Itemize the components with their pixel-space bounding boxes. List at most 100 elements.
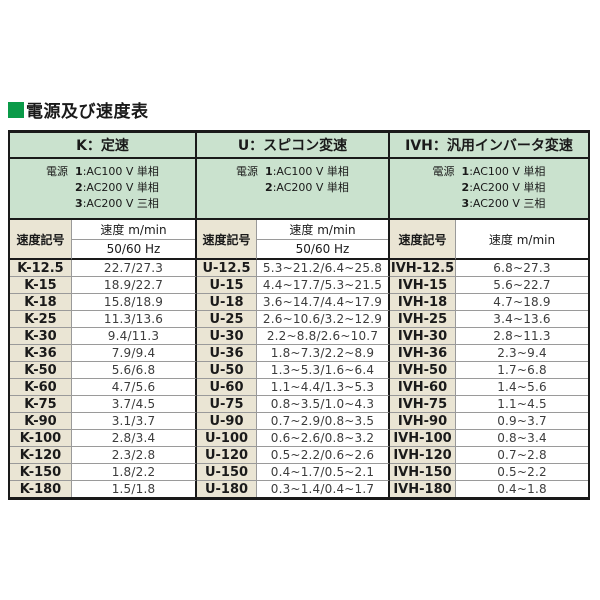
column-header-speed-code-k: 速度記号: [10, 220, 72, 260]
speed-value-cell: 1.5/1.8: [72, 481, 197, 497]
speed-code-cell: IVH-30: [390, 328, 456, 345]
power-option-number: 3: [75, 197, 83, 210]
speed-code-cell: IVH-75: [390, 396, 456, 413]
speed-value-cell: 1.7~6.8: [456, 362, 588, 379]
speed-value-cell: 1.3~5.3/1.6~6.4: [257, 362, 390, 379]
speed-value-cell: 1.4~5.6: [456, 379, 588, 396]
power-options-list: 電源 1:AC100 V 単相 2:AC200 V 単相 3:AC200 V 三相: [46, 164, 159, 212]
speed-value-cell: 0.5~2.2: [456, 464, 588, 481]
speed-code-cell: K-50: [10, 362, 72, 379]
speed-code-cell: K-120: [10, 447, 72, 464]
column-header-speed-code-ivh: 速度記号: [390, 220, 456, 260]
speed-value-cell: 4.4~17.7/5.3~21.5: [257, 277, 390, 294]
power-option-number: 1: [265, 165, 273, 178]
speed-value-cell: 0.3~1.4/0.4~1.7: [257, 481, 390, 497]
column-header-speed-ivh: 速度 m/min: [456, 220, 588, 260]
speed-value-cell: 3.1/3.7: [72, 413, 197, 430]
power-option-desc: :AC100 V 単相: [469, 165, 546, 178]
power-option-line: 電源 1:AC100 V 単相: [46, 164, 159, 180]
speed-value-cell: 1.1~4.4/1.3~5.3: [257, 379, 390, 396]
speed-code-cell: IVH-15: [390, 277, 456, 294]
speed-value-cell: 1.8~7.3/2.2~8.9: [257, 345, 390, 362]
power-options-ivh: 電源 1:AC100 V 単相 2:AC200 V 単相 3:AC200 V 三相: [390, 159, 588, 220]
speed-code-cell: U-12.5: [197, 260, 257, 277]
speed-code-cell: IVH-18: [390, 294, 456, 311]
power-option-number: 2: [75, 181, 83, 194]
speed-code-cell: U-100: [197, 430, 257, 447]
speed-code-cell: IVH-150: [390, 464, 456, 481]
speed-value-cell: 4.7/5.6: [72, 379, 197, 396]
column-header-speed-k: 速度 m/min 50/60 Hz: [72, 220, 197, 260]
title-bullet-icon: [8, 101, 24, 118]
power-option-line: 2:AC200 V 単相: [46, 180, 159, 196]
speed-value-cell: 3.7/4.5: [72, 396, 197, 413]
speed-value-cell: 0.7~2.8: [456, 447, 588, 464]
speed-code-cell: U-75: [197, 396, 257, 413]
speed-value-cell: 3.4~13.6: [456, 311, 588, 328]
power-options-list: 電源 1:AC100 V 単相 2:AC200 V 単相 3:AC200 V 三相: [433, 164, 546, 212]
speed-code-cell: IVH-120: [390, 447, 456, 464]
speed-code-cell: K-30: [10, 328, 72, 345]
power-options-list: 電源 1:AC100 V 単相 2:AC200 V 単相: [236, 164, 349, 196]
power-prefix-label: 電源: [46, 165, 69, 178]
power-option-line: 3:AC200 V 三相: [46, 196, 159, 212]
speed-code-cell: IVH-180: [390, 481, 456, 497]
speed-value-cell: 0.4~1.7/0.5~2.1: [257, 464, 390, 481]
speed-value-cell: 4.7~18.9: [456, 294, 588, 311]
speed-value-cell: 6.8~27.3: [456, 260, 588, 277]
speed-code-cell: IVH-12.5: [390, 260, 456, 277]
speed-value-cell: 1.1~4.5: [456, 396, 588, 413]
speed-value-cell: 2.8/3.4: [72, 430, 197, 447]
speed-code-cell: IVH-25: [390, 311, 456, 328]
speed-value-cell: 11.3/13.6: [72, 311, 197, 328]
column-header-speed-u: 速度 m/min 50/60 Hz: [257, 220, 390, 260]
power-prefix-label: 電源: [432, 165, 455, 178]
power-option-line: 2:AC200 V 単相: [236, 180, 349, 196]
speed-code-cell: IVH-60: [390, 379, 456, 396]
speed-value-cell: 0.8~3.4: [456, 430, 588, 447]
speed-value-cell: 2.2~8.8/2.6~10.7: [257, 328, 390, 345]
speed-code-cell: U-120: [197, 447, 257, 464]
power-option-desc: :AC200 V 単相: [469, 181, 546, 194]
power-option-number: 1: [461, 165, 470, 178]
speed-value-cell: 0.8~3.5/1.0~4.3: [257, 396, 390, 413]
speed-value-cell: 2.8~11.3: [456, 328, 588, 345]
speed-value-cell: 0.7~2.9/0.8~3.5: [257, 413, 390, 430]
speed-code-cell: K-180: [10, 481, 72, 497]
column-header-hz: 50/60 Hz: [106, 241, 161, 256]
speed-value-cell: 7.9/9.4: [72, 345, 197, 362]
speed-code-cell: K-150: [10, 464, 72, 481]
power-option-desc: :AC100 V 単相: [272, 165, 349, 178]
column-header-speed-code-u: 速度記号: [197, 220, 257, 260]
page-title-row: 電源及び速度表: [8, 97, 600, 122]
power-option-number: 3: [461, 197, 470, 210]
series-header-k: K：定速: [10, 133, 197, 159]
speed-value-cell: 1.8/2.2: [72, 464, 197, 481]
speed-code-cell: U-18: [197, 294, 257, 311]
power-prefix-label: 電源: [236, 165, 259, 178]
speed-code-cell: K-12.5: [10, 260, 72, 277]
speed-value-cell: 9.4/11.3: [72, 328, 197, 345]
speed-code-cell: K-100: [10, 430, 72, 447]
speed-value-cell: 5.6~22.7: [456, 277, 588, 294]
series-header-u: U：スピコン変速: [197, 133, 390, 159]
speed-value-cell: 2.3~9.4: [456, 345, 588, 362]
series-header-ivh: IVH：汎用インバータ変速: [390, 133, 588, 159]
power-option-number: 1: [75, 165, 83, 178]
power-option-line: 電源 1:AC100 V 単相: [433, 164, 546, 180]
speed-code-cell: U-25: [197, 311, 257, 328]
speed-code-cell: K-25: [10, 311, 72, 328]
column-header-hz: 50/60 Hz: [295, 241, 350, 256]
power-option-desc: :AC200 V 三相: [82, 197, 159, 210]
speed-code-cell: K-15: [10, 277, 72, 294]
page-title: 電源及び速度表: [26, 102, 149, 122]
speed-value-cell: 22.7/27.3: [72, 260, 197, 277]
speed-code-cell: U-15: [197, 277, 257, 294]
speed-code-cell: IVH-50: [390, 362, 456, 379]
column-header-speed-unit: 速度 m/min: [488, 232, 556, 247]
speed-code-cell: U-180: [197, 481, 257, 497]
speed-value-cell: 0.6~2.6/0.8~3.2: [257, 430, 390, 447]
speed-value-cell: 5.3~21.2/6.4~25.8: [257, 260, 390, 277]
power-option-line: 電源 1:AC100 V 単相: [236, 164, 349, 180]
power-option-desc: :AC200 V 三相: [469, 197, 546, 210]
